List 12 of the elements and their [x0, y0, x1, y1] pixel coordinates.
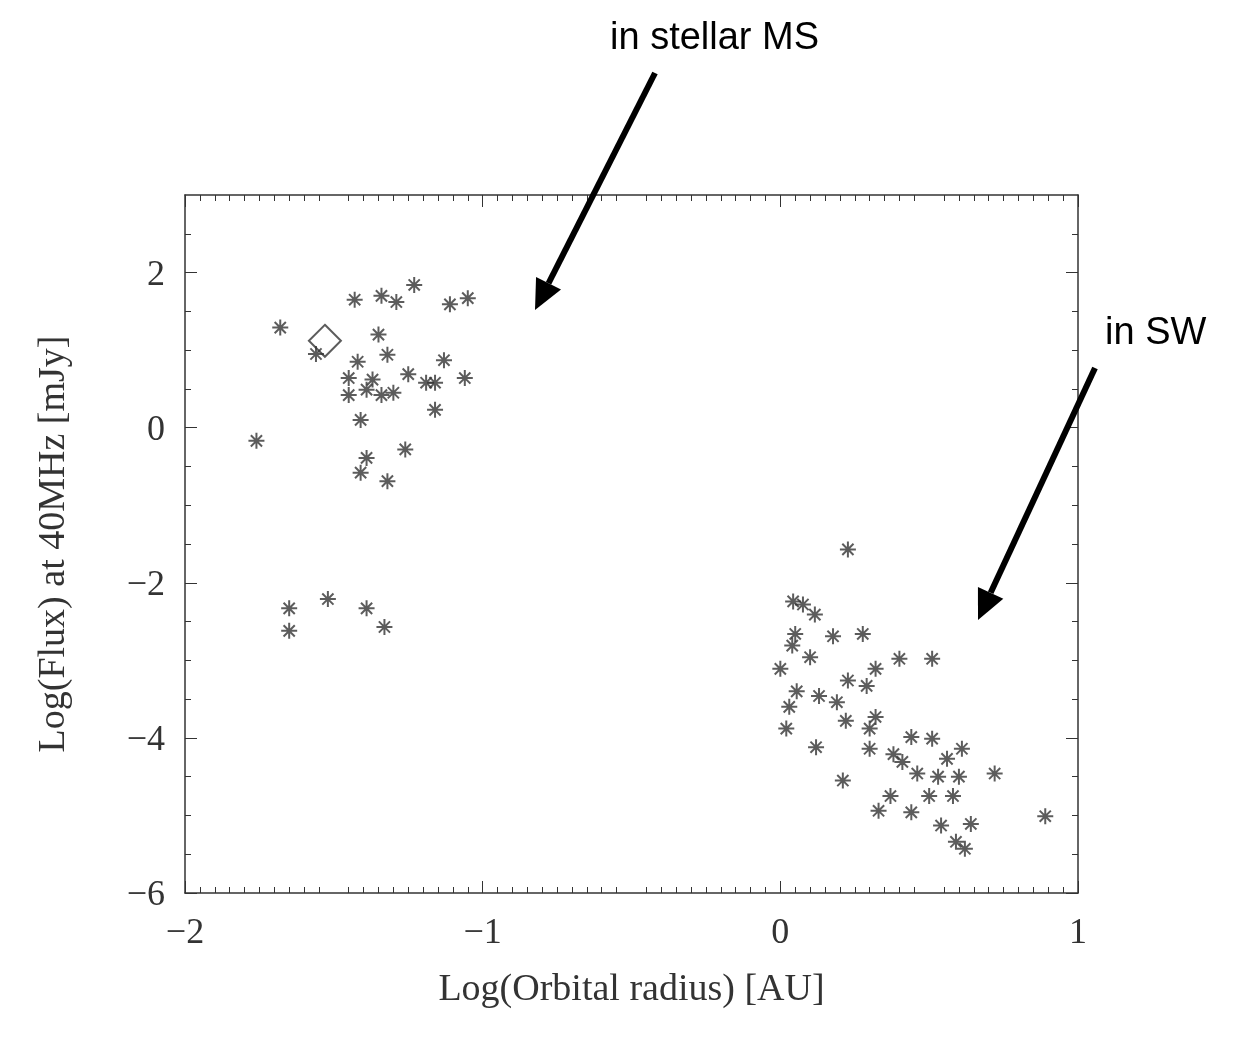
x-axis-title: Log(Orbital radius) [AU] — [438, 966, 825, 1009]
y-axis-title: Log(Flux) at 40MHz [mJy] — [30, 335, 73, 753]
text: in SW — [1105, 310, 1207, 353]
y-tick-label: −4 — [126, 717, 165, 758]
y-tick-label: −6 — [126, 873, 165, 913]
x-tick-label: 0 — [771, 911, 790, 951]
y-tick-label: 0 — [147, 407, 165, 448]
y-tick-label: −2 — [126, 562, 165, 603]
text: in stellar MS — [610, 15, 820, 58]
x-tick-label: 1 — [1069, 911, 1087, 951]
x-tick-label: −1 — [463, 911, 502, 951]
y-tick-label: 2 — [147, 252, 165, 293]
